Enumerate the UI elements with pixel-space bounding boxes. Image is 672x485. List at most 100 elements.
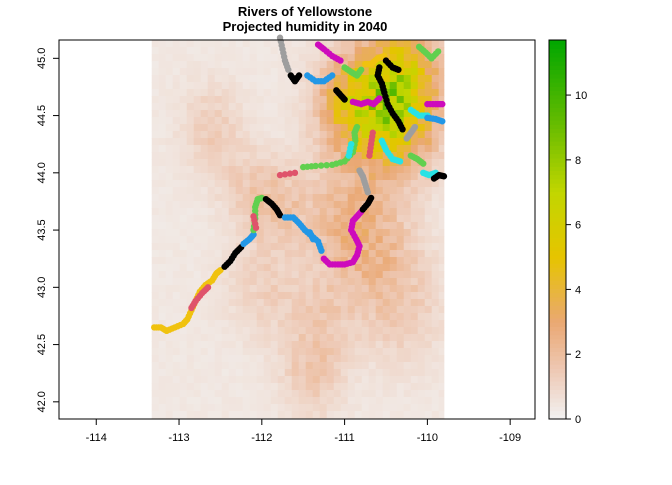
raster-cell — [284, 355, 293, 363]
raster-cell — [417, 61, 426, 69]
raster-cell — [340, 299, 349, 307]
raster-cell — [151, 250, 160, 258]
raster-cell — [165, 201, 174, 209]
raster-cell — [305, 82, 314, 90]
raster-cell — [305, 138, 314, 146]
raster-cell — [179, 383, 188, 391]
raster-cell — [263, 208, 272, 216]
raster-cell — [172, 124, 181, 132]
raster-cell — [256, 243, 265, 251]
raster-cell — [431, 124, 440, 132]
colorbar-segment — [549, 94, 566, 100]
raster-cell — [368, 75, 377, 83]
raster-cell — [221, 355, 230, 363]
raster-cell — [298, 369, 307, 377]
raster-cell — [389, 404, 398, 412]
raster-cell — [396, 201, 405, 209]
raster-cell — [193, 313, 202, 321]
raster-cell — [242, 229, 251, 237]
raster-cell — [172, 131, 181, 139]
colorbar-segment — [549, 292, 566, 298]
raster-cell — [410, 376, 419, 384]
raster-cell — [375, 292, 384, 300]
raster-cell — [249, 89, 258, 97]
raster-cell — [410, 54, 419, 62]
raster-cell — [417, 222, 426, 230]
raster-cell — [235, 341, 244, 349]
raster-cell — [179, 208, 188, 216]
raster-cell — [431, 180, 440, 188]
raster-cell — [368, 299, 377, 307]
raster-cell — [291, 271, 300, 279]
raster-cell — [291, 61, 300, 69]
raster-cell — [277, 299, 286, 307]
raster-cell — [438, 89, 445, 97]
raster-cell — [221, 173, 230, 181]
raster-cell — [207, 61, 216, 69]
river-point — [323, 161, 330, 169]
raster-cell — [228, 152, 237, 160]
colorbar-segment — [549, 153, 566, 159]
raster-cell — [298, 152, 307, 160]
raster-cell — [158, 103, 167, 111]
colorbar-segment — [549, 187, 566, 193]
raster-cell — [431, 264, 440, 272]
raster-cell — [284, 257, 293, 265]
raster-cell — [347, 341, 356, 349]
raster-cell — [193, 40, 202, 48]
raster-cell — [319, 222, 328, 230]
raster-cell — [403, 243, 412, 251]
y-tick-label: 43.5 — [36, 219, 48, 240]
raster-cell — [319, 397, 328, 405]
raster-cell — [410, 229, 419, 237]
raster-cell — [354, 278, 363, 286]
raster-cell — [242, 159, 251, 167]
colorbar-segment — [549, 111, 566, 117]
raster-cell — [347, 103, 356, 111]
raster-cell — [228, 411, 237, 419]
raster-cell — [361, 313, 370, 321]
raster-cell — [382, 404, 391, 412]
raster-cell — [193, 89, 202, 97]
raster-cell — [214, 215, 223, 223]
raster-cell — [417, 264, 426, 272]
raster-cell — [207, 229, 216, 237]
raster-cell — [200, 187, 209, 195]
raster-cell — [305, 362, 314, 370]
raster-cell — [340, 201, 349, 209]
raster-cell — [396, 278, 405, 286]
raster-cell — [165, 187, 174, 195]
raster-cell — [354, 341, 363, 349]
raster-cell — [305, 180, 314, 188]
river-series-34 — [306, 229, 317, 243]
raster-cell — [235, 159, 244, 167]
raster-cell — [256, 110, 265, 118]
raster-cell — [186, 222, 195, 230]
raster-cell — [438, 299, 445, 307]
raster-cell — [270, 173, 279, 181]
raster-cell — [333, 376, 342, 384]
raster-cell — [354, 257, 363, 265]
raster-cell — [151, 103, 160, 111]
raster-cell — [172, 313, 181, 321]
raster-cell — [368, 47, 377, 55]
raster-cell — [403, 173, 412, 181]
raster-cell — [333, 173, 342, 181]
raster-cell — [179, 222, 188, 230]
raster-cell — [361, 124, 370, 132]
colorbar-segment — [549, 98, 566, 104]
raster-cell — [179, 236, 188, 244]
raster-cell — [403, 355, 412, 363]
raster-cell — [221, 96, 230, 104]
colorbar-segment — [549, 254, 566, 260]
raster-cell — [305, 103, 314, 111]
raster-cell — [221, 285, 230, 293]
raster-cell — [179, 82, 188, 90]
raster-cell — [431, 362, 440, 370]
raster-cell — [291, 390, 300, 398]
raster-cell — [396, 243, 405, 251]
raster-cell — [186, 250, 195, 258]
raster-cell — [333, 166, 342, 174]
raster-cell — [438, 159, 445, 167]
raster-cell — [389, 271, 398, 279]
